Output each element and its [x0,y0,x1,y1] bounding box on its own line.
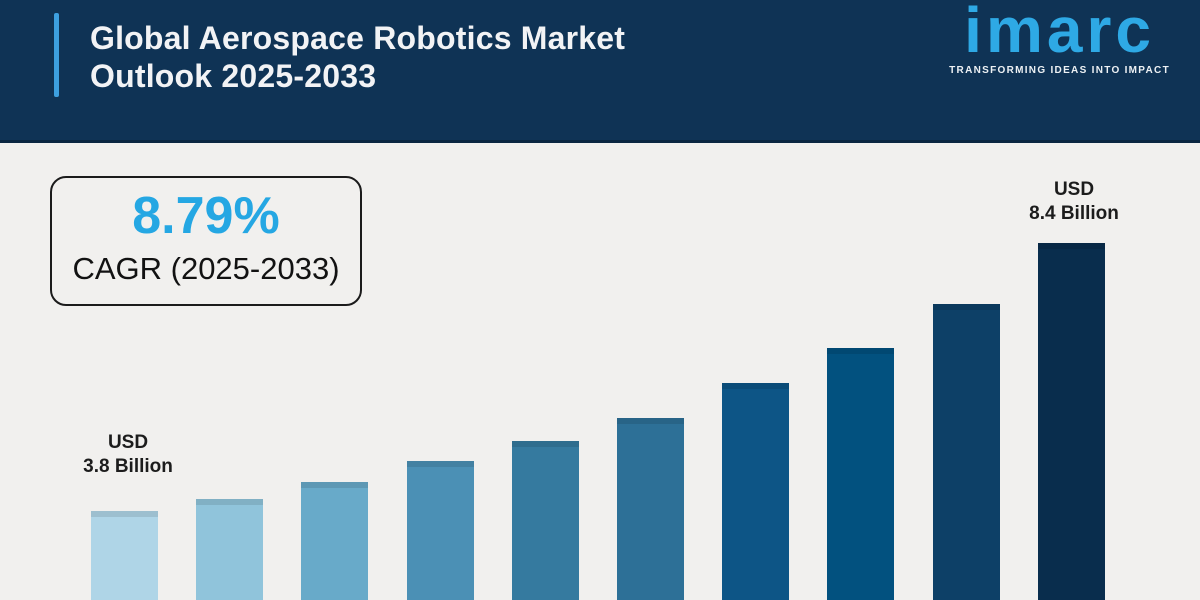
first-bar-value-amount: 3.8 Billion [83,456,173,477]
bar-2027 [407,461,474,600]
bar-2031 [827,348,894,600]
imarc-wordmark: imarc [964,0,1155,66]
bar-2024 [91,511,158,600]
bar-2026 [301,482,368,600]
bar-2029 [617,418,684,600]
last-bar-value-label: USD 8.4 Billion [1029,178,1119,226]
bar-2025 [196,499,263,600]
cagr-callout-box: 8.79% CAGR (2025-2033) [50,176,362,306]
bar-2032 [933,304,1000,600]
bar-2028 [512,441,579,600]
cagr-value: 8.79% [132,187,280,245]
cagr-label: CAGR (2025-2033) [72,251,340,286]
bar-2033 [1038,243,1105,600]
header-banner: Global Aerospace Robotics Market Outlook… [0,0,1200,143]
imarc-tagline: TRANSFORMING IDEAS INTO IMPACT [949,65,1170,76]
first-bar-value-currency: USD [107,432,149,453]
first-bar-value-label: USD 3.8 Billion [83,431,173,479]
imarc-logo: imarc TRANSFORMING IDEAS INTO IMPACT [949,0,1170,76]
last-bar-value-amount: 8.4 Billion [1029,203,1119,224]
last-bar-value-currency: USD [1053,179,1095,200]
bar-2030 [722,383,789,600]
page-title-line2: Outlook 2025-2033 [90,58,377,94]
page-title-line1: Global Aerospace Robotics Market [90,20,626,56]
page-title: Global Aerospace Robotics Market Outlook… [90,19,625,95]
title-accent-bar [54,13,59,97]
